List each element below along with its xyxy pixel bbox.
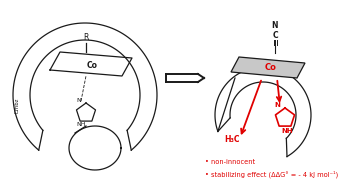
Polygon shape (231, 57, 305, 78)
Text: N: N (272, 22, 278, 30)
Text: N: N (77, 98, 81, 104)
Text: NH: NH (281, 128, 293, 134)
Text: Dmbz: Dmbz (14, 97, 20, 113)
Text: • stabilizing effect (ΔΔG° = - 4 kJ mol⁻¹): • stabilizing effect (ΔΔG° = - 4 kJ mol⁻… (205, 170, 338, 178)
Text: NH: NH (76, 122, 86, 128)
Text: Co: Co (86, 60, 98, 70)
Text: N: N (274, 102, 280, 108)
Text: • non-innocent: • non-innocent (205, 159, 255, 165)
Text: Co: Co (265, 63, 277, 71)
Text: H₃C: H₃C (224, 136, 240, 145)
Text: C: C (272, 32, 278, 40)
Text: R: R (83, 33, 89, 43)
